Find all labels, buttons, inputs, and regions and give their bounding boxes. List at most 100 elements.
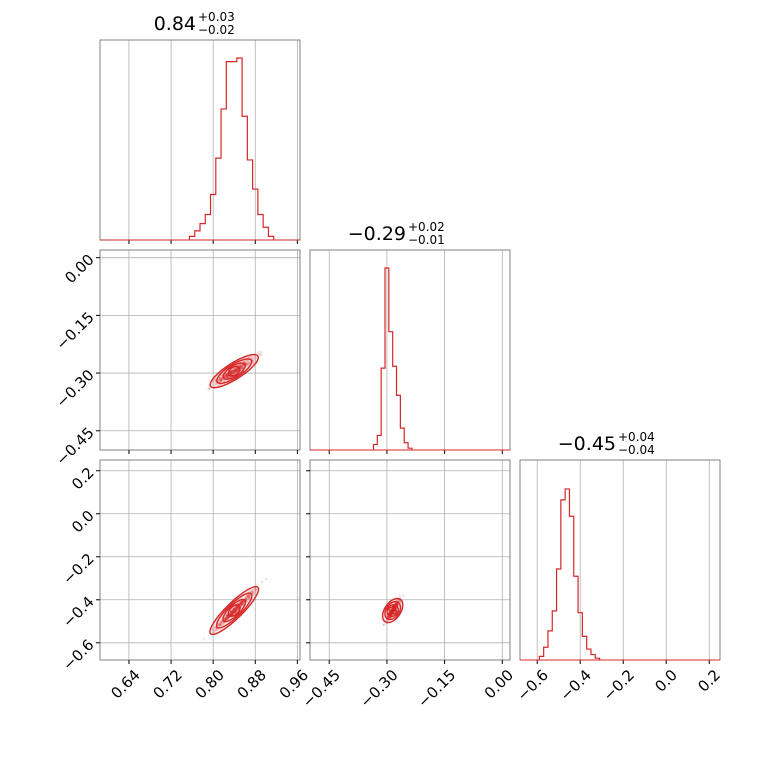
contour-level [216,358,253,385]
sample-point [240,601,243,605]
sample-point [214,378,217,382]
sample-point [235,368,238,371]
sample-point [251,591,254,594]
sample-point [247,356,251,359]
sample-point [249,595,252,598]
sample-point [245,363,248,366]
sample-point [394,605,397,609]
sample-point [234,610,237,613]
sample-point [232,369,236,372]
sample-point [221,378,224,381]
sample-point [219,620,223,623]
title-value-2: −0.45 [558,433,616,455]
x-tick-label: 0.80 [192,666,228,702]
sample-point [391,608,395,611]
sample-point [228,376,232,379]
sample-point [233,372,236,375]
sample-point [260,350,263,354]
sample-point [219,622,223,625]
sample-point [225,373,228,376]
sample-point [233,370,236,373]
sample-point [233,371,236,374]
sample-point [390,613,393,617]
sample-point [218,622,222,626]
sample-point [225,373,228,377]
sample-point [233,608,236,611]
sample-point [390,610,394,613]
sample-point [224,375,227,378]
sample-point [240,600,243,603]
sample-point [225,618,228,621]
sample-point [253,590,256,593]
sample-point [247,596,250,599]
sample-point [217,379,220,382]
sample-point [240,601,243,604]
sample-point [386,615,389,619]
panel-frame [99,459,301,661]
sample-point [231,612,235,616]
sample-point [231,372,234,375]
sample-point [235,605,238,608]
sample-point [389,616,392,619]
sample-point [390,610,393,613]
sample-point [241,601,244,604]
sample-point [241,364,245,367]
sample-point [246,596,249,600]
y-tick-label: −0.4 [59,593,97,631]
sample-point [232,609,235,613]
y-tick-label: −0.6 [59,636,97,674]
sample-point [235,368,238,372]
sample-point [241,602,245,605]
sample-point [218,376,222,379]
sample-point [238,364,242,367]
contour-level [209,585,260,636]
sample-point [226,373,229,376]
sample-point [248,596,251,599]
sample-point [235,607,238,610]
sample-point [231,608,234,611]
sample-point [231,371,234,374]
sample-point [260,353,263,356]
sample-point [230,610,233,613]
sample-point [232,607,235,610]
sample-point [233,611,236,615]
sample-point [236,368,239,371]
sample-point [391,608,394,612]
sample-point [240,600,244,604]
sample-point [391,610,395,613]
sample-point [226,374,229,377]
sample-point [245,359,248,362]
sample-point [218,378,221,381]
title-lower-1: −0.01 [408,233,445,247]
sample-point [242,600,245,603]
sample-point [233,371,237,374]
sample-point [234,367,238,370]
sample-point [214,626,217,629]
sample-point [231,610,234,613]
sample-point [390,613,393,617]
sample-point [219,621,222,624]
sample-point [394,605,397,608]
sample-point [225,373,228,377]
sample-point [233,369,237,372]
sample-point [386,619,390,622]
sample-point [235,369,238,372]
sample-point [219,623,222,627]
sample-point [240,364,243,368]
sample-point [391,609,394,612]
sample-point [252,362,255,365]
sample-point [231,367,235,371]
sample-point [244,596,248,599]
y-tick-label: −0.45 [52,424,97,469]
sample-point [225,619,228,622]
sample-point [232,372,236,375]
sample-point [260,580,264,584]
sample-point [389,616,392,619]
sample-point [220,619,223,622]
contour-level [381,597,404,624]
sample-point [392,609,395,612]
sample-point [219,379,222,382]
sample-point [392,608,395,611]
sample-point [240,602,243,605]
sample-point [234,609,237,613]
